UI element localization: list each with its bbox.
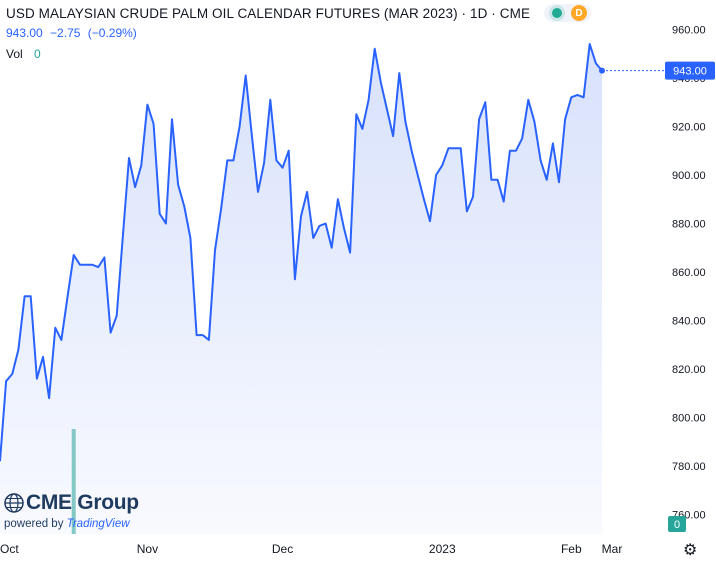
x-tick-label: 2023 [429,542,456,556]
price-tag [665,61,715,80]
price-axis: 960.00940.00920.00900.00880.00860.00840.… [672,24,706,521]
cme-globe-icon [4,493,24,513]
x-tick-label: Oct [0,542,19,556]
price-area-fill [0,44,602,534]
last-price: 943.00 [6,26,43,40]
volume-row: Vol 0 [6,47,591,61]
x-tick-label: Dec [272,542,293,556]
price-row: 943.00 −2.75 (−0.29%) [6,26,591,40]
volume-tag-label: 0 [674,519,680,531]
y-tick-label: 860.00 [672,267,706,279]
x-tick-label: Mar [602,542,623,556]
volume-tag [668,516,686,532]
volume-value: 0 [34,47,41,61]
chart-legend: USD MALAYSIAN CRUDE PALM OIL CALENDAR FU… [6,4,592,61]
price-change: −2.75 [50,26,81,40]
x-tick-label: Nov [137,542,158,556]
price-change-pct: (−0.29%) [87,26,137,40]
y-tick-label: 900.00 [672,170,706,182]
x-tick-label: Feb [561,542,582,556]
delayed-badge: D [571,5,588,21]
powered-by-label: powered by [4,518,64,530]
logo-text: CME Group [26,491,139,514]
cme-logo[interactable]: CME Group powered by TradingView [4,491,139,530]
y-tick-label: 920.00 [672,121,706,133]
price-area [0,44,602,534]
price-line-path [0,43,603,462]
y-tick-label: 780.00 [672,461,706,473]
time-axis: Oct Nov Dec 2023 Feb Mar [0,542,622,556]
y-tick-label: 840.00 [672,316,706,328]
axis-tags: 943.00 0 [602,61,715,532]
symbol-title[interactable]: USD MALAYSIAN CRUDE PALM OIL CALENDAR FU… [6,5,531,21]
volume-label: Vol [6,47,23,61]
gear-icon[interactable]: ⚙ [683,542,698,559]
y-tick-label: 820.00 [672,364,706,376]
y-tick-label: 880.00 [672,218,706,230]
price-tag-label: 943.00 [673,66,707,78]
tradingview-brand: TradingView [66,518,130,530]
y-tick-label: 960.00 [672,24,706,36]
status-pill[interactable]: D [544,4,592,22]
market-open-icon [552,8,563,18]
powered-by[interactable]: powered by TradingView [4,518,139,530]
y-tick-label: 800.00 [672,413,706,425]
